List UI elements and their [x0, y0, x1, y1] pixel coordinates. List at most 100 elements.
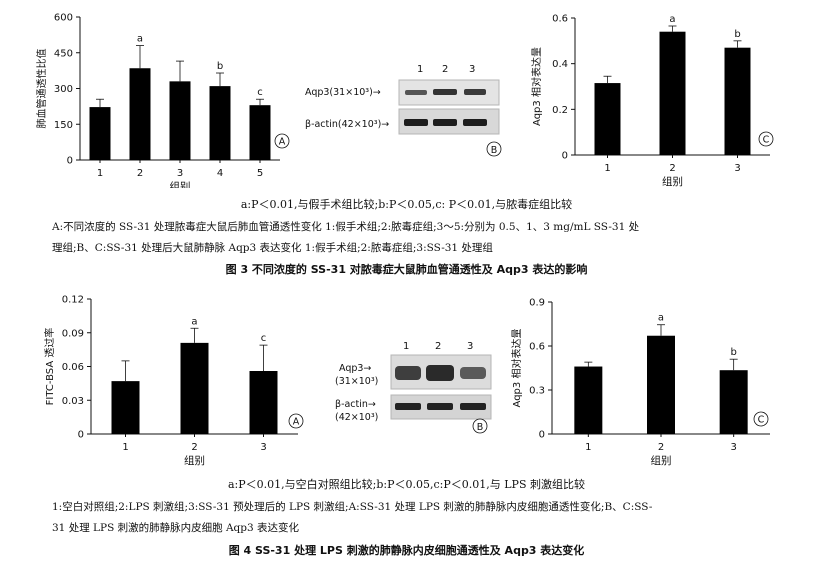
- blot-band: [427, 403, 453, 410]
- x-tick-label: 3: [734, 163, 740, 174]
- y-axis-label: Aqp3 相对表达量: [510, 329, 523, 408]
- panel-badge: [274, 133, 290, 149]
- fig4-legend-line-2: 31 处理 LPS 刺激的肺静脉内皮细胞 Aqp3 表达变化: [52, 522, 299, 534]
- band-label-aqp3: Aqp3→: [339, 363, 371, 374]
- bar: [111, 381, 140, 434]
- panel-label: A: [279, 137, 286, 148]
- blot-band: [404, 119, 428, 126]
- y-tick-label: 0.6: [552, 14, 568, 25]
- x-axis-label: 组别: [662, 175, 683, 188]
- bar: [724, 47, 751, 155]
- band-label-aqp3: Aqp3(31×10³)→: [305, 87, 381, 98]
- y-tick-label: 450: [54, 48, 73, 59]
- fig3-legend-line-1: A:不同浓度的 SS-31 处理脓毒症大鼠后肺血管通透性变化 1:假手术组;2:…: [52, 221, 640, 233]
- significance-label: a: [191, 316, 197, 327]
- x-tick-label: 5: [257, 168, 263, 179]
- fig4-panel-c-chart: 0 0.3 0.6 0.9 1 2 a 3 b 组别 Aqp3 相对表达量 C: [510, 298, 770, 467]
- fig3-panel-c-chart: 0 0.2 0.4 0.6 1 2 a 3 b 组别 Aqp3 相对表达量 C: [530, 14, 774, 188]
- fig3-panel-a-chart: 0 150 300 450 600 1 2 a 3 4 b 5 c 组别 肺血管通透性比值 A: [35, 13, 290, 188]
- significance-label: c: [257, 87, 263, 98]
- panel-badge: [472, 418, 488, 434]
- fig3-significance-note: a:P＜0.01,与假手术组比较;b:P＜0.05,c: P＜0.01,与脓毒症…: [240, 198, 573, 211]
- fig4-significance-note: a:P＜0.01,与空白对照组比较;b:P＜0.05,c:P＜0.01,与 LP…: [228, 478, 585, 491]
- panel-label: B: [491, 145, 498, 156]
- x-tick-label: 3: [730, 442, 736, 453]
- lane-label: 2: [435, 341, 441, 352]
- y-tick-label: 0.2: [552, 105, 568, 116]
- y-tick-label: 0.06: [62, 362, 84, 373]
- bar: [594, 83, 621, 155]
- significance-label: a: [137, 34, 143, 45]
- y-axis-label: FITC-BSA 透过率: [43, 328, 56, 406]
- x-axis-label: 组别: [651, 454, 672, 467]
- panel-label: A: [293, 417, 300, 428]
- lane-label: 3: [469, 64, 475, 75]
- fig3-legend-line-2: 理组;B、C:SS-31 处理后大鼠肺静脉 Aqp3 表达变化 1:假手术组;2…: [52, 242, 493, 254]
- blot-band: [395, 366, 421, 380]
- significance-label: c: [261, 333, 267, 344]
- significance-label: b: [730, 347, 736, 358]
- y-tick-label: 150: [54, 120, 73, 131]
- x-tick-label: 1: [585, 442, 591, 453]
- blot-band: [433, 119, 457, 126]
- y-tick-label: 0: [78, 430, 84, 441]
- bar: [180, 342, 209, 434]
- significance-label: a: [658, 313, 664, 324]
- blot-band: [395, 403, 421, 410]
- x-tick-label: 3: [260, 442, 266, 453]
- fig4-panel-b-western-blot: 1 2 3 Aqp3→ (31×10³) β-actin→ (42×10³) B: [335, 341, 492, 434]
- bar: [209, 86, 231, 160]
- lane-label: 1: [417, 64, 423, 75]
- x-tick-label: 3: [177, 168, 183, 179]
- y-tick-label: 0: [67, 156, 73, 167]
- blot-band: [460, 367, 486, 379]
- x-tick-label: 2: [658, 442, 664, 453]
- y-tick-label: 0.03: [62, 396, 84, 407]
- y-axis-label: 肺血管通透性比值: [35, 49, 48, 129]
- panel-badge: [486, 141, 502, 157]
- x-axis-label: 组别: [170, 180, 191, 188]
- significance-label: b: [217, 61, 223, 72]
- bar: [574, 366, 603, 434]
- blot-band: [460, 403, 486, 410]
- y-tick-label: 600: [54, 13, 73, 24]
- y-tick-label: 0.3: [529, 386, 545, 397]
- y-tick-label: 0.09: [62, 328, 84, 339]
- bar: [647, 335, 675, 434]
- blot-band: [463, 119, 487, 126]
- panel-label: B: [477, 422, 484, 433]
- bar: [89, 107, 111, 160]
- blot-band: [464, 89, 486, 95]
- fig4-panel-a-chart: 0 0.03 0.06 0.09 0.12 1 2 a 3 c 组别 FITC-BSA 透过率 A: [43, 295, 304, 467]
- y-tick-label: 0.9: [529, 298, 545, 309]
- x-tick-label: 1: [122, 442, 128, 453]
- fig4-legend-line-1: 1:空白对照组;2:LPS 刺激组;3:SS-31 预处理后的 LPS 刺激组;…: [52, 501, 653, 513]
- blot-band: [433, 89, 457, 95]
- band-label-aqp3-mw: (31×10³): [335, 376, 378, 387]
- panel-badge: [753, 411, 769, 427]
- fig3-caption: 图 3 不同浓度的 SS-31 对脓毒症大鼠肺血管通透性及 Aqp3 表达的影响: [225, 263, 588, 276]
- significance-label: b: [734, 29, 740, 40]
- x-axis-label: 组别: [184, 454, 205, 467]
- lane-label: 2: [442, 64, 448, 75]
- blot-band: [426, 365, 454, 381]
- bar: [719, 370, 748, 434]
- y-axis-label: Aqp3 相对表达量: [530, 47, 543, 126]
- bar: [249, 371, 278, 434]
- band-label-beta-actin: β-actin→: [335, 399, 376, 410]
- x-tick-label: 1: [97, 168, 103, 179]
- y-tick-label: 0.12: [62, 295, 84, 306]
- y-tick-label: 0.4: [552, 59, 568, 70]
- fig4-caption: 图 4 SS-31 处理 LPS 刺激的肺静脉内皮细胞通透性及 Aqp3 表达变…: [228, 544, 585, 557]
- panel-badge: [288, 413, 304, 429]
- blot-band: [405, 90, 427, 95]
- band-label-beta-actin: β-actin(42×10³)→: [305, 119, 389, 130]
- x-tick-label: 2: [191, 442, 197, 453]
- lane-label: 1: [403, 341, 409, 352]
- x-tick-label: 4: [217, 168, 223, 179]
- bar: [169, 81, 191, 160]
- band-label-beta-actin-mw: (42×10³): [335, 412, 378, 423]
- panel-label: C: [763, 135, 770, 146]
- y-tick-label: 0: [562, 151, 568, 162]
- fig3-panel-b-western-blot: 1 2 3 Aqp3(31×10³)→ β-actin(42×10³)→ B: [305, 64, 502, 157]
